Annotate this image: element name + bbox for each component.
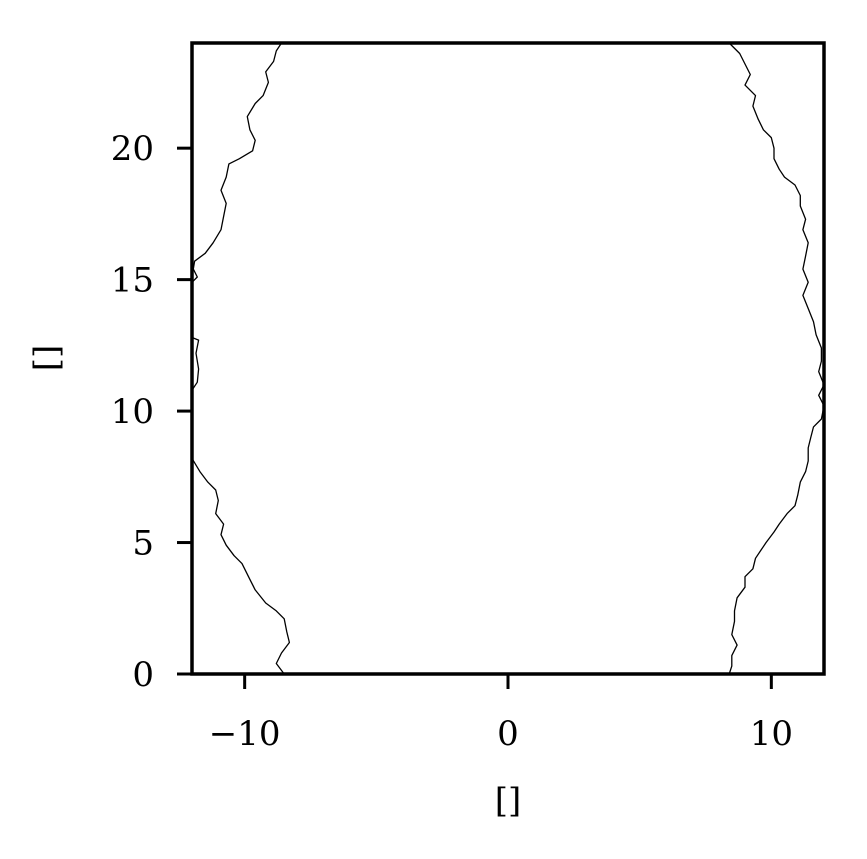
x-axis-label: [] (495, 781, 522, 821)
y-tick-label: 5 (132, 524, 154, 564)
y-tick-label: 10 (111, 392, 154, 432)
plot-frame (190, 41, 826, 676)
x-tick-label: 0 (497, 714, 519, 754)
y-tick-label: 0 (132, 655, 154, 695)
contour-line-2 (191, 336, 200, 391)
ticks-layer: −10 0 10 0 5 10 15 20 (111, 129, 793, 754)
y-tick-label: 15 (111, 261, 154, 301)
series-layer (191, 42, 825, 675)
x-tick-label: −10 (209, 714, 281, 754)
y-tick-label: 20 (111, 129, 154, 169)
x-tick-label: 10 (750, 714, 793, 754)
contour-line-3 (191, 42, 283, 283)
y-axis-label: [] (27, 345, 67, 372)
contour-line-1 (191, 458, 291, 675)
contour-line-4 (728, 42, 825, 675)
